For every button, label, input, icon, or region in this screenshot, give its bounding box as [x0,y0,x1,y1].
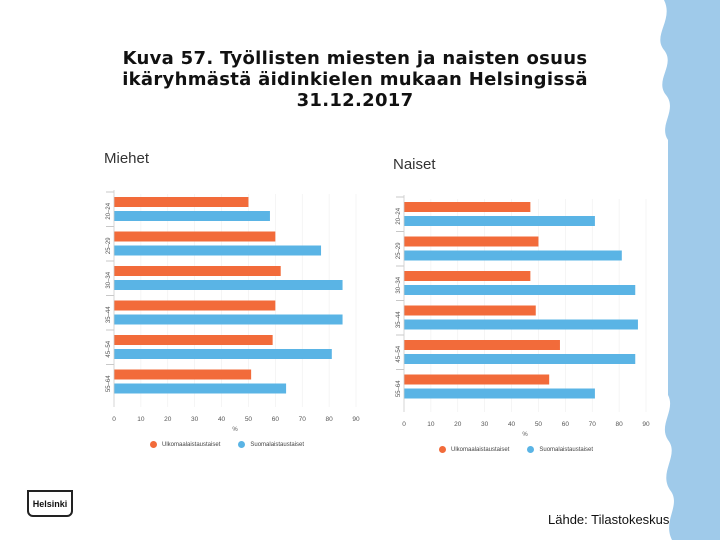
bar-foreign [114,231,276,242]
legend-naiset: Ulkomaalaistaustaiset Suomalaistaustaise… [439,446,611,453]
category-label: 35–44 [396,311,402,328]
source-note: Lähde: Tilastokeskus [548,512,670,527]
legend-item-finnish: Suomalaistaustaiset [238,441,304,448]
legend-item-foreign: Ulkomaalaistaustaiset [439,446,509,453]
bar-finnish [114,383,287,394]
chart-title-miehet: Miehet [104,150,150,167]
x-axis-label: % [522,432,528,438]
x-tick-label: 70 [589,421,597,428]
category-label: 20–24 [396,207,402,224]
bar-foreign [404,305,536,316]
legend-label-finnish: Suomalaistaustaiset [250,441,305,448]
x-tick-label: 90 [642,421,650,428]
x-tick-label: 0 [112,416,116,423]
title-line-3: 31.12.2017 [296,90,414,111]
chart-title-naiset: Naiset [393,156,436,173]
x-tick-label: 90 [352,416,360,423]
x-axis-label: % [232,427,238,433]
bar-foreign [404,374,550,385]
legend-label-foreign: Ulkomaalaistaustaiset [162,441,221,448]
bar-finnish [404,388,595,399]
category-label: 30–34 [106,271,112,288]
category-label: 25–29 [396,242,402,259]
bar-finnish [114,280,343,290]
bar-finnish [114,245,322,256]
bar-foreign [114,266,281,276]
legend-dot-orange [150,441,157,448]
bar-foreign [114,335,273,345]
x-tick-label: 50 [245,416,253,423]
x-tick-label: 80 [615,421,623,428]
legend-miehet: Ulkomaalaistaustaiset Suomalaistaustaise… [150,441,322,448]
category-label: 30–34 [396,276,402,293]
x-tick-label: 80 [325,416,333,423]
bar-finnish [114,211,270,221]
x-tick-label: 40 [508,421,516,428]
slide-title: Kuva 57. Työllisten miesten ja naisten o… [100,48,610,111]
bar-foreign [404,236,539,247]
x-tick-label: 10 [137,416,145,423]
legend-dot-blue [527,446,535,453]
legend-label-foreign: Ulkomaalaistaustaiset [451,446,510,453]
x-tick-label: 40 [218,416,226,423]
bar-foreign [114,369,252,380]
x-tick-label: 60 [272,416,280,423]
bar-finnish [114,314,343,325]
x-tick-label: 20 [164,416,172,423]
category-label: 45–54 [396,345,402,362]
category-label: 35–44 [106,306,112,323]
bar-finnish [404,285,636,295]
x-tick-label: 30 [191,416,199,423]
category-label: 55–64 [396,380,402,397]
category-label: 45–54 [106,340,112,357]
title-line-1: Kuva 57. Työllisten miesten ja naisten o… [122,48,588,69]
legend-dot-orange [439,446,446,453]
legend-item-finnish: Suomalaistaustaiset [527,446,593,453]
chart-naiset: 20–24 25–29 30–34 35–44 45–54 55–64 0 10 20 30 40 5… [396,195,650,438]
category-label: 55–64 [106,375,112,392]
bar-finnish [404,319,638,330]
x-tick-label: 70 [299,416,307,423]
category-label: 25–29 [106,237,112,254]
logo-text: Helsinki [32,498,68,509]
x-tick-label: 30 [481,421,489,428]
x-tick-label: 10 [427,421,435,428]
decorative-wave-border [660,0,720,540]
legend-dot-blue [238,441,246,448]
bar-foreign [404,202,531,212]
bar-finnish [114,349,332,359]
helsinki-logo: Helsinki [27,490,73,517]
x-tick-label: 60 [562,421,570,428]
bar-finnish [404,354,636,364]
bar-foreign [114,197,249,207]
title-line-2: ikäryhmästä äidinkielen mukaan Helsingis… [122,69,588,90]
bar-finnish [404,250,622,261]
x-tick-label: 20 [454,421,462,428]
chart-miehet: 20–24 25–29 30–34 35–44 45–54 55–64 0 10 20 30 40 5… [106,190,360,433]
bar-foreign [114,300,276,311]
x-tick-label: 50 [535,421,543,428]
bar-foreign [404,271,531,281]
category-label: 20–24 [106,202,112,219]
bar-foreign [404,340,560,350]
legend-label-finnish: Suomalaistaustaiset [539,446,594,453]
legend-item-foreign: Ulkomaalaistaustaiset [150,441,220,448]
x-tick-label: 0 [402,421,406,428]
bar-finnish [404,216,595,226]
